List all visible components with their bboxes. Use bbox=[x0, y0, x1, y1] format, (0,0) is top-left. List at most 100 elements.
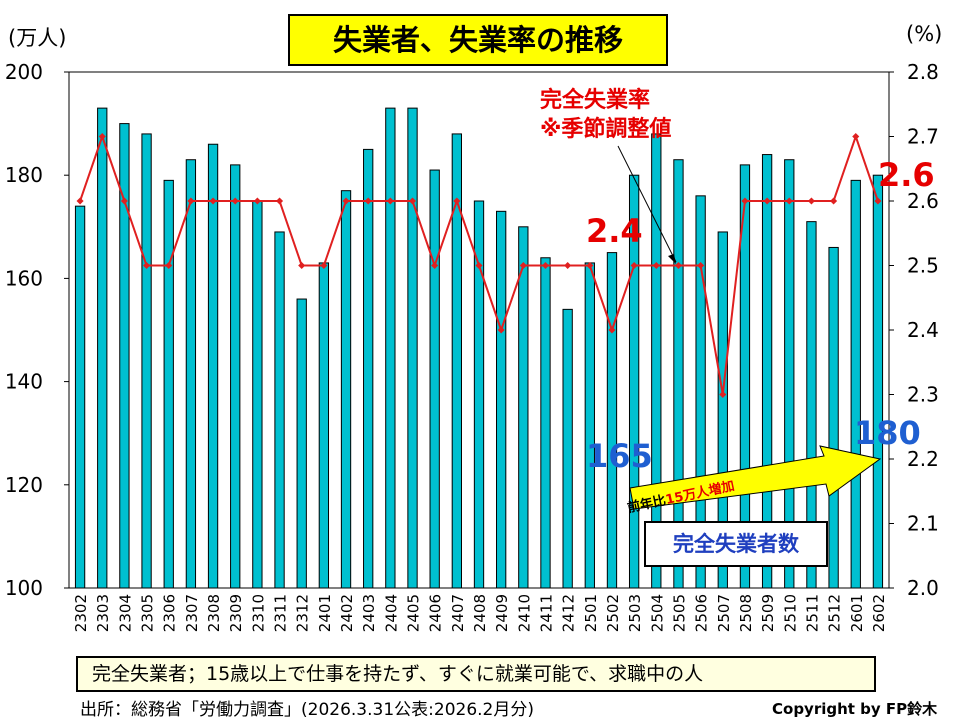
bar bbox=[850, 179, 861, 589]
rate-callout-line1: 完全失業率 bbox=[540, 88, 651, 113]
x-tick-label: 2403 bbox=[360, 594, 378, 632]
bar bbox=[651, 133, 662, 589]
x-tick-label: 2304 bbox=[116, 594, 134, 632]
x-tick-label: 2307 bbox=[183, 594, 201, 632]
callout-leader-line bbox=[617, 145, 677, 263]
bar bbox=[562, 308, 573, 589]
bar bbox=[828, 246, 839, 589]
bar bbox=[872, 174, 884, 589]
rate-point bbox=[586, 261, 594, 270]
rate-point bbox=[830, 197, 838, 205]
bar bbox=[252, 200, 263, 589]
callout-leader-arrowhead bbox=[668, 254, 676, 264]
x-tick-label: 2302 bbox=[72, 594, 90, 632]
x-tick-label: 2408 bbox=[471, 594, 489, 632]
bar bbox=[429, 169, 440, 589]
left-tick-label: 140 bbox=[5, 370, 43, 394]
definition-note: 完全失業者；15歳以上で仕事を持たず、すぐに就業可能で、求職中の人 bbox=[76, 656, 876, 692]
rate-point bbox=[630, 261, 638, 270]
right-axis-unit: (%) bbox=[906, 22, 943, 46]
bar bbox=[784, 159, 795, 589]
source-text: 出所：総務省「労働力調査」(2026.3.31公表:2026.2月分) bbox=[80, 700, 534, 720]
x-tick-label: 2509 bbox=[759, 594, 777, 632]
bar bbox=[496, 210, 507, 589]
copyright-text: Copyright by FP鈴木 bbox=[772, 700, 938, 718]
left-tick-label: 180 bbox=[5, 163, 43, 187]
bar bbox=[695, 195, 706, 589]
left-tick-label: 160 bbox=[5, 266, 43, 290]
right-tick-label: 2.4 bbox=[907, 318, 939, 342]
rate-point bbox=[453, 197, 461, 205]
bar bbox=[628, 174, 640, 589]
bar bbox=[540, 257, 551, 589]
rate-point bbox=[652, 261, 660, 270]
rate-point bbox=[143, 261, 151, 270]
x-tick-label: 2508 bbox=[737, 594, 755, 632]
rate-point bbox=[719, 390, 727, 399]
x-tick-label: 2310 bbox=[249, 594, 267, 632]
x-tick-label: 2308 bbox=[205, 594, 223, 632]
right-tick-label: 2.5 bbox=[907, 254, 939, 278]
x-tick-label: 2506 bbox=[693, 594, 711, 632]
x-tick-label: 2602 bbox=[870, 594, 888, 632]
right-tick-label: 2.6 bbox=[907, 189, 939, 213]
rate-point bbox=[298, 261, 306, 270]
x-tick-label: 2503 bbox=[626, 594, 644, 632]
bar bbox=[185, 159, 197, 589]
x-tick-label: 2311 bbox=[272, 594, 290, 632]
bar bbox=[119, 123, 130, 589]
bar bbox=[806, 221, 817, 589]
bar bbox=[606, 252, 618, 589]
rate-point bbox=[231, 197, 239, 205]
rate-point bbox=[98, 132, 106, 141]
bar bbox=[385, 107, 396, 589]
bar bbox=[274, 231, 285, 589]
x-tick-label: 2306 bbox=[161, 594, 179, 632]
rate-last-label: 2.6 bbox=[878, 156, 935, 194]
bar bbox=[230, 164, 241, 589]
bar bbox=[407, 107, 418, 589]
x-tick-label: 2501 bbox=[582, 594, 600, 632]
x-tick-label: 2505 bbox=[670, 594, 688, 632]
bar bbox=[296, 298, 307, 589]
rate-point bbox=[674, 261, 682, 270]
rate-point bbox=[475, 261, 483, 270]
bar bbox=[584, 262, 595, 589]
bar bbox=[74, 205, 86, 589]
x-tick-label: 2303 bbox=[94, 594, 112, 632]
bar bbox=[318, 262, 330, 589]
rate-point bbox=[408, 197, 417, 205]
rate-point bbox=[431, 261, 439, 270]
left-tick-label: 120 bbox=[5, 473, 43, 497]
x-tick-label: 2507 bbox=[715, 594, 733, 632]
bar bbox=[97, 107, 108, 589]
x-tick-label: 2512 bbox=[826, 594, 844, 632]
x-tick-label: 2411 bbox=[537, 594, 555, 632]
count-last-label: 180 bbox=[854, 414, 921, 452]
rate-point bbox=[120, 197, 128, 205]
bar bbox=[717, 231, 728, 589]
bar bbox=[340, 190, 352, 589]
rate-mid-label: 2.4 bbox=[586, 212, 643, 250]
right-tick-label: 2.2 bbox=[907, 447, 939, 471]
x-tick-label: 2404 bbox=[382, 594, 400, 632]
right-tick-label: 2.8 bbox=[907, 60, 939, 84]
rate-point bbox=[364, 197, 372, 205]
rate-point bbox=[763, 197, 771, 205]
right-tick-label: 2.0 bbox=[907, 576, 939, 600]
bar bbox=[207, 143, 219, 589]
rate-point bbox=[76, 197, 84, 205]
right-tick-label: 2.1 bbox=[907, 512, 939, 536]
rate-point bbox=[342, 197, 350, 205]
rate-point bbox=[874, 197, 882, 205]
rate-point bbox=[276, 197, 284, 205]
rate-point bbox=[541, 261, 550, 270]
right-tick-label: 2.7 bbox=[907, 125, 939, 149]
x-tick-label: 2401 bbox=[316, 594, 334, 632]
x-tick-label: 2407 bbox=[449, 594, 467, 632]
rate-point bbox=[741, 197, 749, 205]
x-tick-label: 2502 bbox=[604, 594, 622, 632]
bar bbox=[761, 154, 773, 589]
rate-point bbox=[785, 197, 793, 205]
